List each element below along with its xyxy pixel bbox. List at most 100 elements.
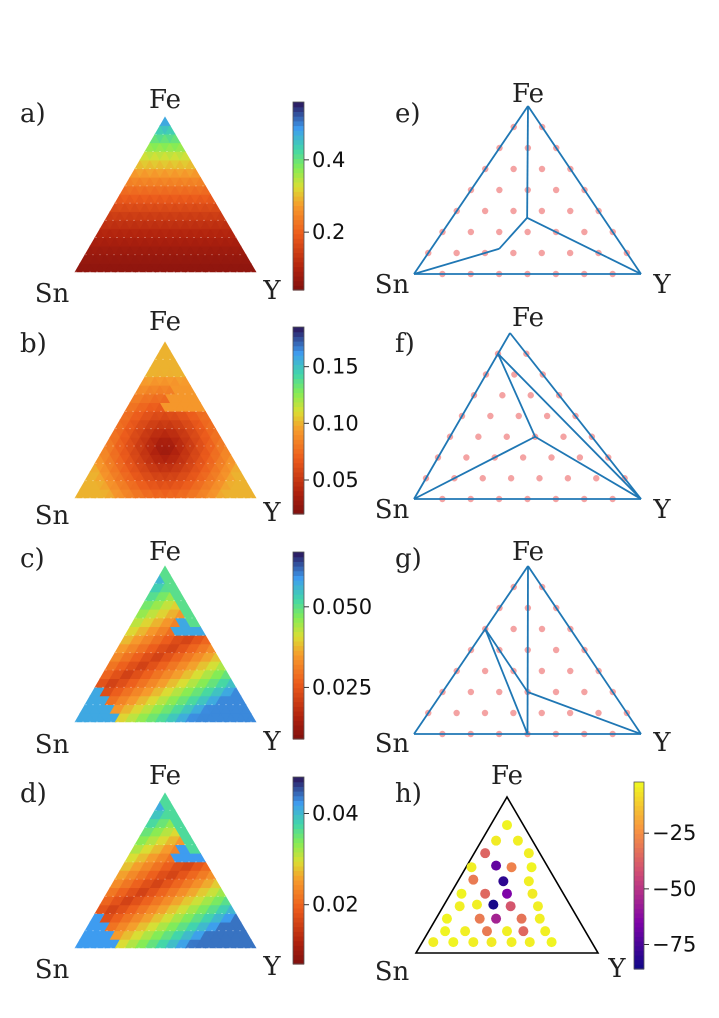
- colorbar-segment: [293, 125, 304, 131]
- heatmap-cells: [74, 792, 257, 949]
- colorbar-segment: [293, 865, 304, 872]
- heatmap-cell: [184, 608, 196, 619]
- colorbar-segment: [293, 935, 304, 942]
- colorbar-segment: [293, 556, 304, 562]
- heatmap-cell: [164, 801, 176, 811]
- colorbar-segment: [293, 893, 304, 900]
- colorbar-segment: [634, 866, 644, 872]
- colorbar-segment: [293, 959, 304, 965]
- colorbar-segment: [634, 964, 644, 970]
- vertex-label-left: Sn: [375, 957, 410, 987]
- data-point: [502, 888, 512, 899]
- colorbar-segment: [293, 828, 304, 834]
- colorbar-segment: [293, 612, 304, 619]
- colorbar: −25 −50 −75: [633, 781, 696, 970]
- colorbar-segment: [293, 701, 304, 707]
- colorbar-segment: [293, 673, 304, 679]
- colorbar-segment: [634, 954, 644, 961]
- colorbar-segment: [293, 490, 304, 496]
- heatmap-cell: [215, 436, 227, 447]
- vertex-label-top: Fe: [149, 307, 181, 337]
- colorbar-segment: [293, 434, 304, 440]
- colorbar-segment: [634, 861, 644, 867]
- heatmap-cell: [179, 826, 191, 837]
- hull-line: [527, 105, 642, 275]
- colorbar-segment: [293, 167, 304, 174]
- heatmap-cell: [189, 393, 201, 403]
- heatmap-cell: [164, 574, 176, 584]
- heatmap-cells: [74, 116, 257, 273]
- colorbar-segment: [293, 205, 304, 211]
- colorbar-segment: [293, 111, 304, 117]
- heatmap-cell: [245, 262, 257, 273]
- colorbar-segment: [293, 261, 304, 268]
- colorbar-segment: [293, 429, 304, 436]
- colorbar-segment: [293, 149, 304, 155]
- grid-point: [538, 667, 546, 675]
- colorbar-segment: [293, 443, 304, 450]
- vertex-label-top: Fe: [512, 303, 544, 333]
- colorbar-segment: [293, 144, 304, 150]
- vertex-label-right: Y: [652, 728, 671, 758]
- colorbar-segment: [293, 809, 304, 815]
- data-point: [488, 899, 499, 910]
- colorbar-segment: [293, 345, 304, 351]
- colorbar-segment: [293, 200, 304, 206]
- heatmap-cell: [179, 600, 191, 610]
- data-point: [524, 937, 535, 948]
- colorbar-segment: [293, 271, 304, 277]
- data-point: [486, 937, 497, 948]
- grid-point: [548, 454, 555, 461]
- hull-line: [484, 628, 529, 693]
- colorbar-frame: [292, 101, 305, 291]
- grid-point: [496, 688, 503, 696]
- heatmap-cell: [225, 904, 237, 914]
- colorbar-segment: [293, 570, 304, 576]
- colorbar-segment: [634, 922, 644, 928]
- colorbar-tick-label: 0.2: [312, 220, 345, 244]
- hull-line: [413, 247, 500, 275]
- vertex-label-left: Sn: [35, 501, 70, 531]
- hull-line: [534, 435, 642, 500]
- colorbar-segment: [293, 861, 304, 867]
- heatmap-cell: [225, 454, 237, 464]
- grid-point: [527, 392, 534, 399]
- heatmap-cell: [174, 367, 186, 377]
- hull-line: [527, 565, 642, 735]
- grid-point: [510, 165, 517, 173]
- colorbar-tick-label: 0.050: [312, 595, 372, 619]
- heatmap-cell: [204, 869, 217, 880]
- colorbar-tick-label: 0.04: [312, 801, 359, 825]
- colorbar-segment: [293, 654, 304, 661]
- colorbar-segment: [293, 476, 304, 482]
- data-point: [546, 937, 557, 948]
- heatmap-cell: [169, 358, 181, 369]
- grid-point: [560, 433, 567, 440]
- colorbar-segment: [293, 397, 304, 403]
- colorbar-segment: [293, 561, 304, 567]
- heatmap-cell: [199, 634, 212, 645]
- colorbar-segment: [293, 106, 304, 112]
- colorbar-segment: [293, 823, 304, 830]
- grid-point: [524, 228, 531, 236]
- colorbar-segment: [293, 631, 304, 637]
- heatmap-cell: [194, 626, 206, 636]
- grid-point: [481, 667, 489, 675]
- colorbar-segment: [293, 120, 304, 127]
- heatmap-cell: [245, 938, 257, 949]
- colorbar-segment: [293, 172, 304, 178]
- heatmap-cell: [210, 652, 222, 662]
- data-point: [518, 926, 529, 937]
- data-point: [471, 899, 482, 910]
- heatmap-cell: [230, 686, 242, 697]
- colorbar-segment: [634, 805, 644, 811]
- colorbar-tick-label: 0.025: [312, 675, 372, 699]
- colorbar-segment: [293, 580, 304, 586]
- panel-label: f): [395, 329, 415, 359]
- colorbar-segment: [634, 959, 644, 965]
- heatmap-cell: [240, 480, 252, 490]
- colorbar-segment: [293, 509, 304, 515]
- vertex-label-right: Y: [262, 276, 281, 306]
- colorbar-segment: [293, 257, 304, 263]
- colorbar-segment: [293, 247, 304, 253]
